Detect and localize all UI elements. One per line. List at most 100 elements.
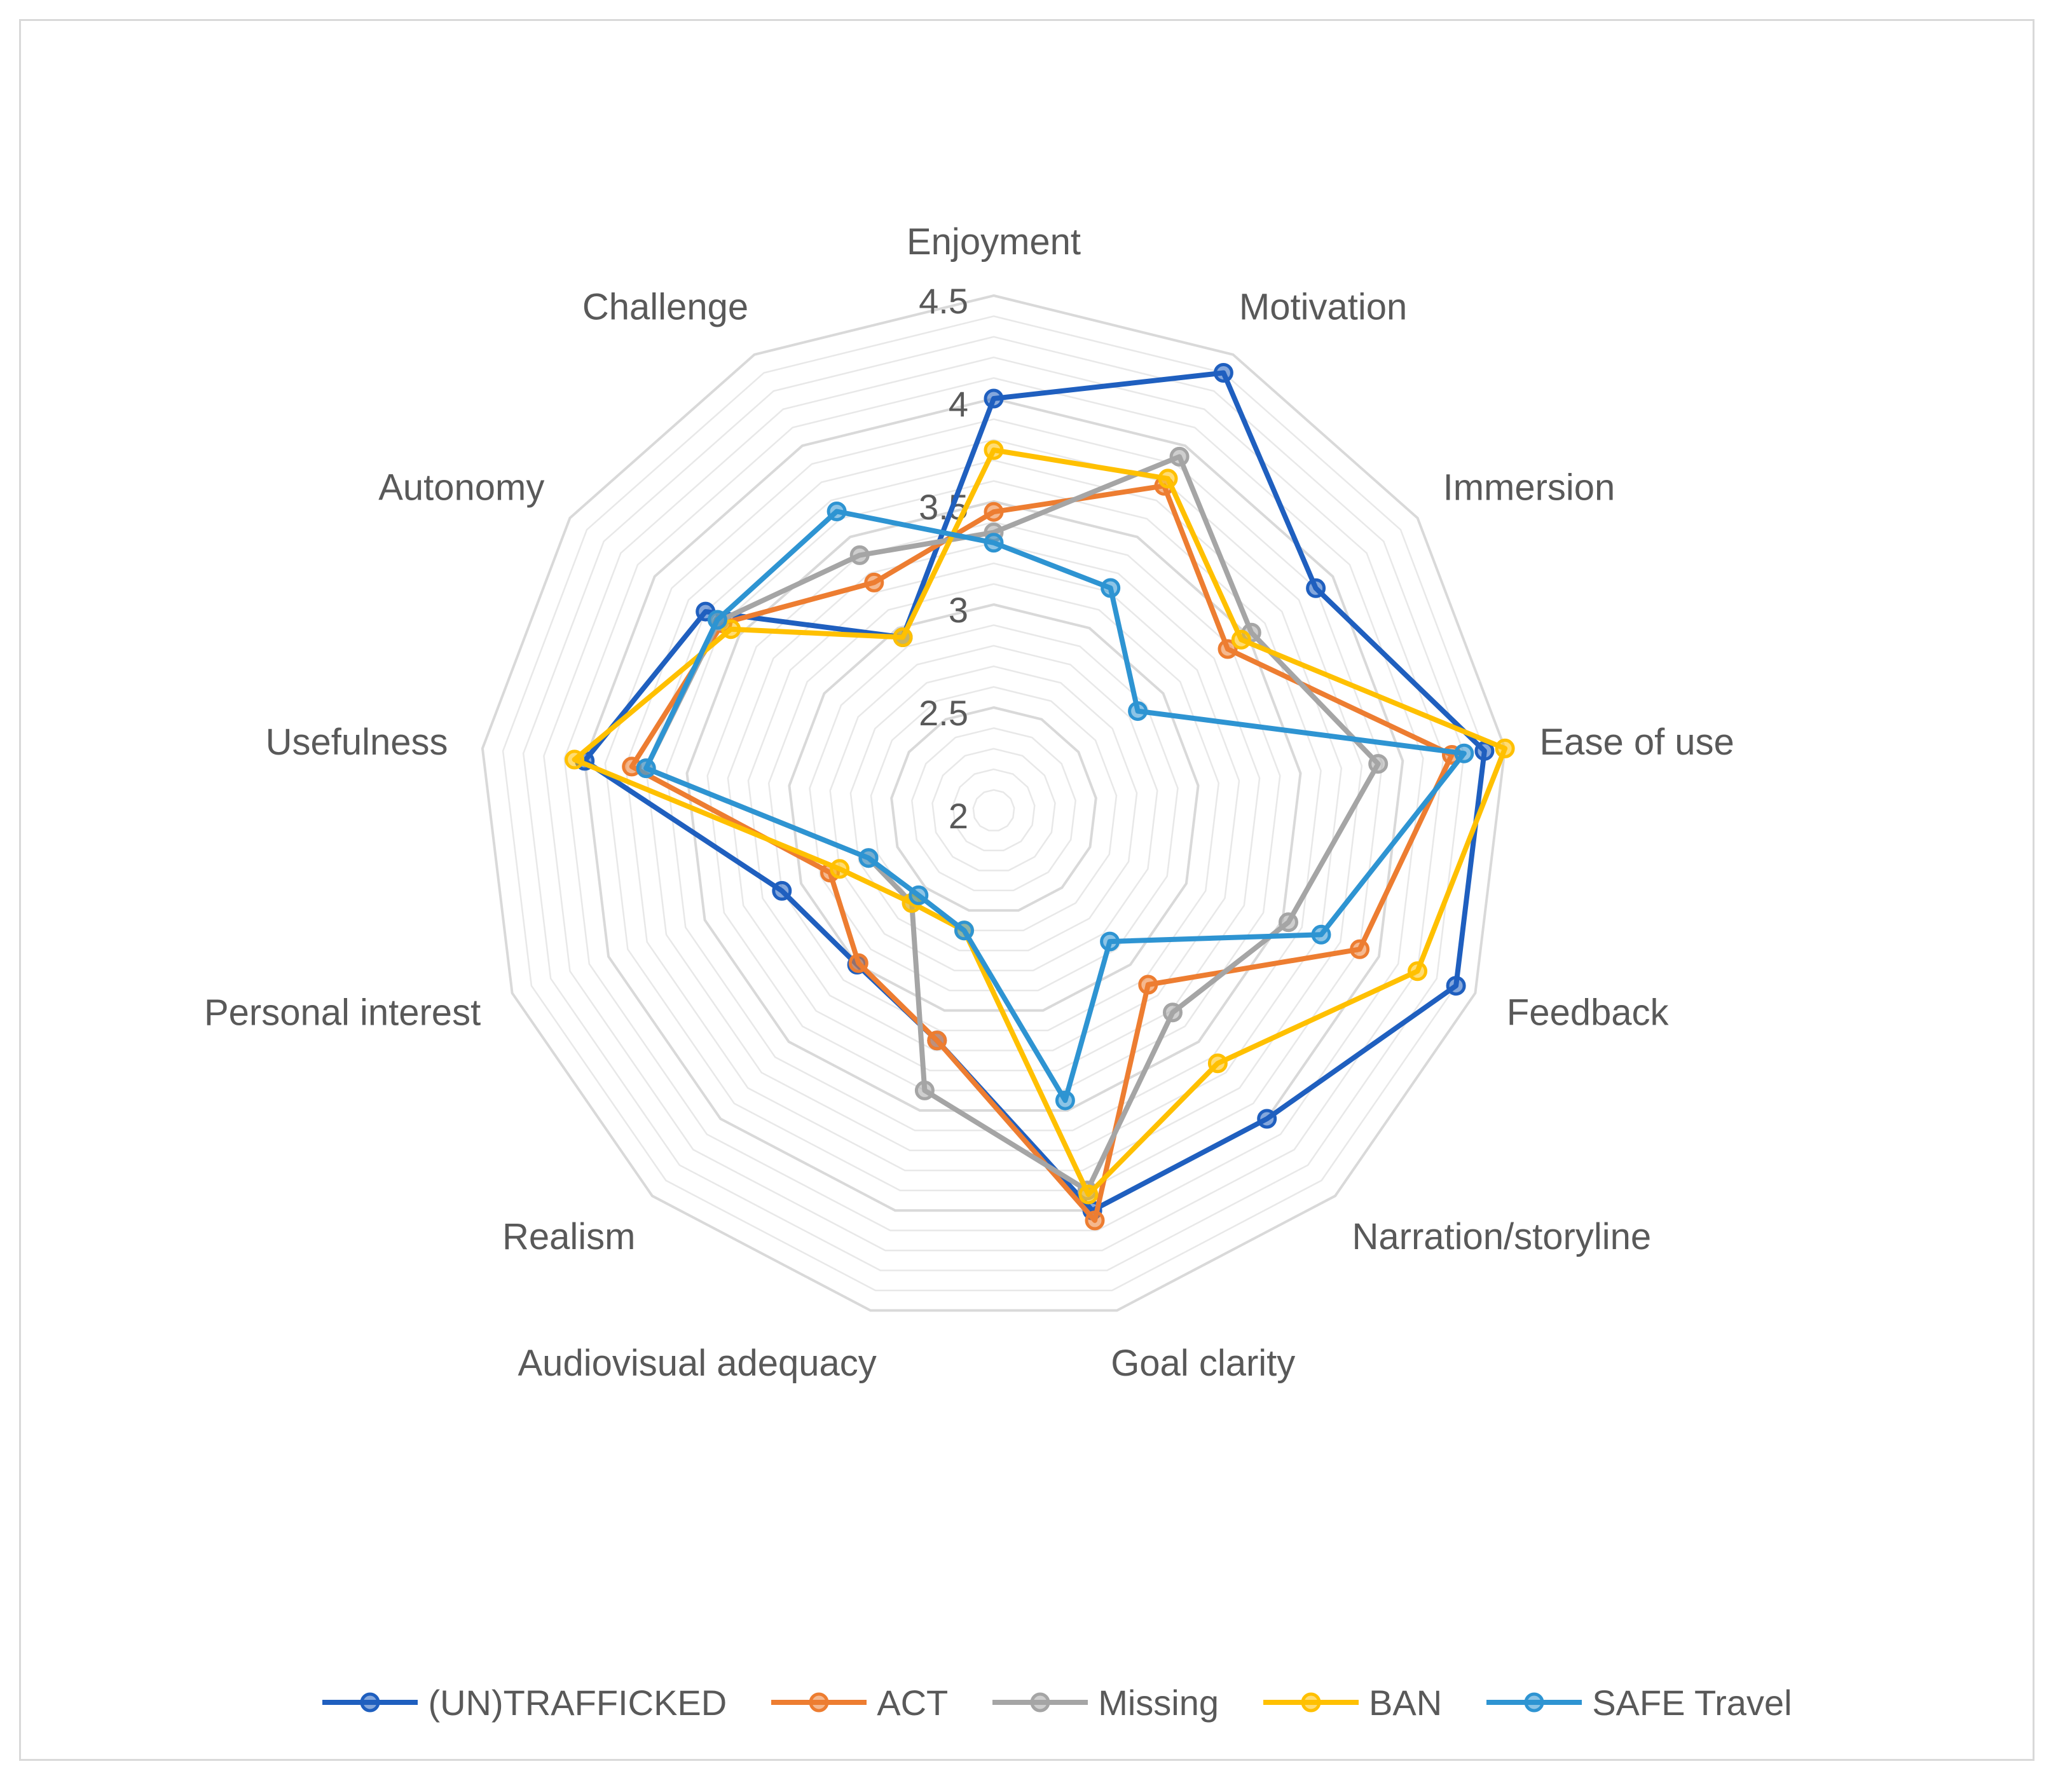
radial-tick-label: 4 <box>949 384 968 424</box>
legend-marker <box>1524 1692 1544 1713</box>
data-point <box>1101 578 1121 598</box>
grid-ring-minor <box>706 521 1281 1091</box>
legend-item: BAN <box>1263 1682 1442 1723</box>
axis-label: Autonomy <box>378 467 544 509</box>
grid-ring-minor <box>972 789 1015 831</box>
data-point <box>1368 754 1389 774</box>
grid-ring-minor <box>952 768 1036 852</box>
radial-tick-label: 2 <box>949 796 968 836</box>
legend-item: SAFE Travel <box>1486 1682 1792 1723</box>
legend-swatch <box>1486 1692 1582 1713</box>
data-point <box>1158 468 1178 489</box>
legend-label: BAN <box>1369 1682 1443 1723</box>
legend-swatch <box>992 1692 1088 1713</box>
data-point <box>1218 639 1238 659</box>
data-point <box>1207 1053 1228 1074</box>
data-point <box>848 953 868 973</box>
data-point <box>984 502 1004 522</box>
data-point <box>1078 1184 1099 1205</box>
grid-ring-major <box>685 500 1302 1112</box>
axis-label: Enjoyment <box>907 221 1081 263</box>
data-point <box>721 619 741 639</box>
legend-marker <box>1301 1692 1321 1713</box>
data-point <box>1306 578 1326 598</box>
data-point <box>707 610 727 630</box>
series-4 <box>636 502 1474 1111</box>
grid-ring-minor <box>870 686 1118 932</box>
data-point <box>1231 629 1251 650</box>
grid-ring-minor <box>767 583 1220 1032</box>
data-point <box>1169 446 1190 467</box>
grid-ring-minor <box>645 459 1343 1152</box>
legend-item: Missing <box>992 1682 1219 1723</box>
grid-ring-major <box>890 706 1097 912</box>
data-point <box>1311 924 1331 945</box>
legend-item: (UN)TRAFFICKED <box>322 1682 727 1723</box>
data-point <box>927 1030 947 1051</box>
data-point <box>984 440 1004 460</box>
radial-tick-label: 4.5 <box>919 281 968 321</box>
data-point <box>1279 912 1298 933</box>
grid-ring-major <box>583 397 1404 1212</box>
axis-label: Immersion <box>1443 467 1616 509</box>
legend-label: (UN)TRAFFICKED <box>428 1682 727 1723</box>
data-point <box>914 1080 935 1100</box>
data-point <box>636 758 656 779</box>
legend-marker <box>360 1692 380 1713</box>
data-point <box>984 533 1004 553</box>
grid-ring-minor <box>849 665 1138 952</box>
data-point <box>1085 1210 1105 1231</box>
data-point <box>1350 939 1370 959</box>
data-point <box>1213 363 1233 383</box>
series-line <box>643 509 1467 1104</box>
data-point <box>1474 741 1495 761</box>
grid-ring-minor <box>727 542 1261 1072</box>
data-point <box>864 572 884 592</box>
axis-label: Audiovisual adequacy <box>518 1343 877 1384</box>
axis-label: Motivation <box>1239 287 1407 328</box>
data-point <box>1138 975 1158 995</box>
data-point <box>830 859 850 879</box>
data-point <box>909 885 929 905</box>
data-point <box>1257 1109 1277 1129</box>
data-point <box>772 880 792 901</box>
data-point <box>1128 701 1148 722</box>
data-point <box>1446 976 1466 996</box>
grid-ring-minor <box>502 315 1486 1292</box>
grid-ring-minor <box>911 727 1076 892</box>
axis-labels: Enjoyment Motivation Immersion Ease of use F… <box>204 221 1734 1384</box>
data-point <box>984 388 1004 409</box>
axis-label: Narration/storyline <box>1352 1216 1652 1257</box>
data-point <box>1454 743 1474 763</box>
legend-swatch <box>322 1692 418 1713</box>
legend-swatch <box>1263 1692 1359 1713</box>
radial-tick-label: 3 <box>949 590 968 630</box>
radar-grid <box>481 294 1507 1312</box>
axis-label: Goal clarity <box>1111 1343 1295 1384</box>
grid-ring-major <box>481 294 1507 1312</box>
radial-tick-label: 2.5 <box>919 693 968 733</box>
axis-label: Ease of use <box>1540 722 1734 763</box>
data-point <box>1163 1002 1183 1023</box>
legend-marker <box>1030 1692 1050 1713</box>
data-point <box>565 749 585 770</box>
data-point <box>827 502 847 521</box>
data-point <box>1408 961 1427 981</box>
axis-label: Personal interest <box>204 992 481 1033</box>
axis-label: Usefulness <box>266 722 448 763</box>
grid-ring-minor <box>829 645 1158 971</box>
legend-marker <box>809 1692 829 1713</box>
grid-ring-minor <box>809 624 1179 992</box>
grid-ring-minor <box>624 439 1363 1172</box>
data-point <box>954 920 974 941</box>
grid-ring-minor <box>522 336 1465 1271</box>
data-point <box>1100 931 1120 952</box>
grid-ring-minor <box>747 562 1240 1051</box>
legend-label: ACT <box>877 1682 949 1723</box>
radar-chart: 22.533.544.5EnjoymentMotivationImmersion… <box>204 221 1734 1384</box>
axis-label: Challenge <box>582 287 748 328</box>
legend-swatch <box>771 1692 867 1713</box>
axis-label: Realism <box>502 1216 636 1257</box>
radial-tick-labels: 22.533.544.5 <box>919 281 968 836</box>
data-point <box>1055 1090 1075 1111</box>
